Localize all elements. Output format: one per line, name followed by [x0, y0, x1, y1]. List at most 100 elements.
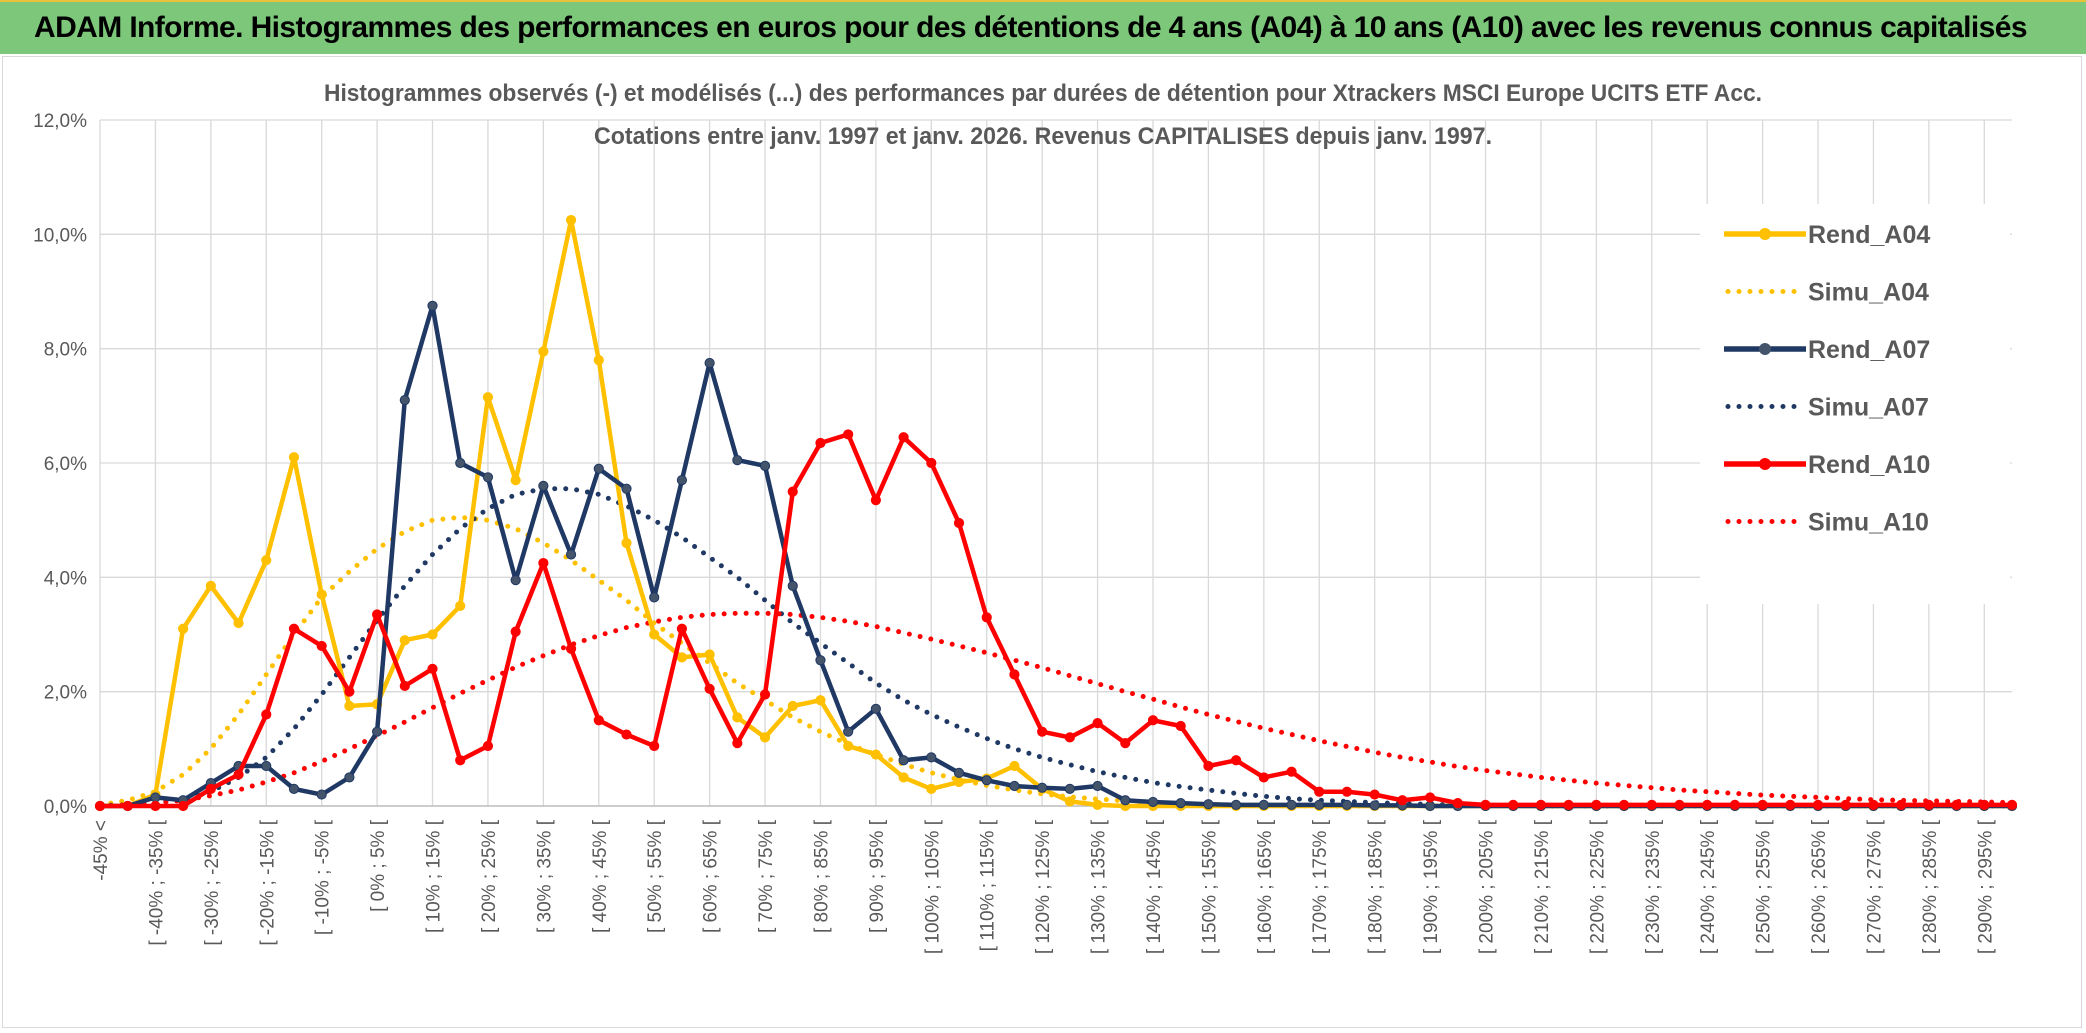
data-point	[1757, 799, 1768, 810]
data-point	[1702, 799, 1713, 810]
data-point	[870, 495, 881, 506]
data-point	[565, 549, 577, 560]
data-point	[150, 800, 161, 812]
data-point	[1868, 799, 1879, 810]
data-point	[261, 760, 272, 772]
chart-titles: Histogrammes observés (-) et modélisés (…	[324, 80, 1762, 150]
performance-histogram-chart: 0,0% 2,0% 4,0% 6,0% 8,0% 10,0% 12,0% -45% < [ -…	[33, 80, 2018, 954]
data-point	[1840, 799, 1851, 810]
data-point	[233, 769, 244, 780]
data-point	[953, 517, 965, 529]
data-point	[150, 792, 161, 803]
x-tick-label: [ -20% ; -15% [	[257, 819, 278, 945]
data-point	[1286, 766, 1297, 777]
data-point	[1508, 799, 1519, 810]
y-tick-label: 2,0%	[44, 683, 87, 704]
data-point	[1369, 800, 1380, 811]
data-point	[1535, 799, 1547, 810]
data-point	[1424, 792, 1436, 803]
data-point	[1424, 800, 1436, 812]
data-point	[316, 789, 327, 800]
data-point	[1064, 783, 1075, 794]
x-tick-label: [ 270% ; 275% [	[1864, 819, 1885, 954]
data-point	[399, 635, 410, 646]
y-tick-label: 8,0%	[44, 340, 87, 361]
data-point	[593, 463, 604, 474]
data-point	[1203, 760, 1214, 772]
data-point	[482, 740, 494, 752]
data-point	[1563, 799, 1574, 810]
data-point	[510, 475, 521, 486]
x-tick-label: [ 210% ; 215% [	[1532, 819, 1553, 954]
data-point	[261, 555, 272, 566]
x-tick-label: [ 190% ; 195% [	[1421, 819, 1442, 954]
x-tick-label: [ 140% ; 145% [	[1144, 819, 1165, 954]
data-point	[926, 783, 937, 794]
data-point	[205, 783, 216, 794]
data-point	[759, 689, 771, 700]
data-point	[1729, 799, 1740, 810]
data-point	[344, 686, 355, 697]
data-point	[759, 460, 771, 471]
legend-item-simu-a10: Simu_A10	[1725, 509, 1929, 537]
data-point	[538, 557, 549, 569]
data-point	[870, 703, 881, 714]
y-tick-label: 10,0%	[33, 225, 87, 246]
data-point	[344, 772, 355, 783]
x-tick-label: [ 60% ; 65% [	[701, 819, 722, 933]
data-point	[815, 695, 826, 706]
data-point	[1286, 799, 1297, 810]
y-axis: 0,0% 2,0% 4,0% 6,0% 8,0% 10,0% 12,0%	[33, 111, 87, 818]
data-point	[372, 609, 383, 620]
report-banner: ADAM Informe. Histogrammes des performan…	[0, 0, 2086, 54]
data-point	[1480, 799, 1491, 810]
series-lines	[94, 214, 2018, 812]
data-point	[732, 738, 743, 749]
data-point	[1120, 738, 1131, 749]
legend-background	[1700, 204, 2010, 604]
data-point	[261, 709, 272, 720]
data-point	[427, 629, 438, 640]
data-point	[455, 600, 466, 612]
data-point	[372, 726, 383, 737]
x-tick-label: [ 130% ; 135% [	[1089, 819, 1110, 954]
x-tick-label: [ 230% ; 235% [	[1643, 819, 1664, 954]
x-tick-label: [ 280% ; 285% [	[1920, 819, 1941, 954]
data-point	[593, 355, 604, 366]
data-point	[1646, 799, 1657, 810]
y-tick-label: 12,0%	[33, 111, 87, 132]
data-point	[1314, 786, 1325, 797]
data-point	[1092, 780, 1103, 792]
x-tick-label: [ 160% ; 165% [	[1255, 819, 1276, 954]
data-point	[787, 700, 798, 712]
data-point	[1896, 799, 1907, 810]
data-point	[94, 800, 106, 812]
data-point	[676, 475, 688, 486]
data-point	[593, 715, 604, 726]
legend-label: Rend_A04	[1808, 221, 1930, 249]
data-point	[1979, 799, 1990, 810]
y-tick-label: 6,0%	[44, 454, 87, 475]
data-point	[1037, 782, 1048, 793]
data-point	[1147, 796, 1159, 808]
x-tick-label: [ 250% ; 255% [	[1754, 819, 1775, 954]
data-point	[1258, 799, 1269, 810]
chart-subtitle: Cotations entre janv. 1997 et janv. 2026…	[594, 123, 1492, 150]
x-tick-label: [ 170% ; 175% [	[1310, 819, 1331, 954]
data-point	[1923, 799, 1934, 810]
data-point	[1009, 760, 1020, 772]
data-point	[316, 640, 327, 652]
data-point	[787, 486, 798, 497]
data-point	[759, 732, 771, 743]
data-point	[870, 749, 881, 760]
data-point	[1785, 799, 1796, 810]
data-point	[344, 700, 355, 712]
x-tick-label: [ 180% ; 185% [	[1366, 819, 1387, 954]
series-simu-a10	[97, 610, 2015, 809]
data-point	[1231, 755, 1242, 766]
y-tick-label: 4,0%	[44, 568, 87, 589]
data-point	[565, 214, 577, 226]
x-tick-label: [ 50% ; 55% [	[645, 819, 666, 933]
data-point	[926, 752, 937, 763]
x-axis: -45% < [ -40% ; -35% [[ -30% ; -25% [[ -2…	[91, 805, 2012, 954]
